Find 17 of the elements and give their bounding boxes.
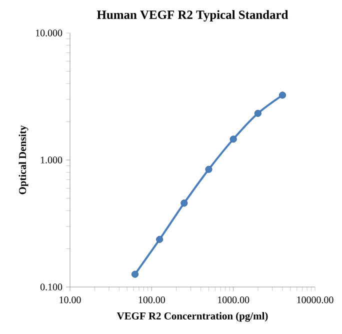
point xyxy=(180,200,188,207)
y-tick-label: 0.100 xyxy=(40,284,62,290)
x-tick-label: 10000.00 xyxy=(297,296,334,304)
y-tick-label: 10.000 xyxy=(36,30,62,36)
y-tick-label: 1.000 xyxy=(40,156,62,164)
x-tick-label: 100.00 xyxy=(138,296,165,304)
point xyxy=(254,110,262,117)
point xyxy=(205,166,212,173)
x-tick-label: 10.00 xyxy=(60,296,81,304)
y-axis-title: Optical Density xyxy=(18,125,28,194)
point xyxy=(131,270,139,278)
point xyxy=(156,236,164,243)
x-axis-title: VEGF R2 Concerntration (pg/ml) xyxy=(116,312,268,322)
point xyxy=(278,92,286,99)
chart-title: Human VEGF R2 Typical Standard xyxy=(96,10,288,22)
point xyxy=(230,136,237,143)
x-tick-label: 1000.00 xyxy=(218,296,250,304)
